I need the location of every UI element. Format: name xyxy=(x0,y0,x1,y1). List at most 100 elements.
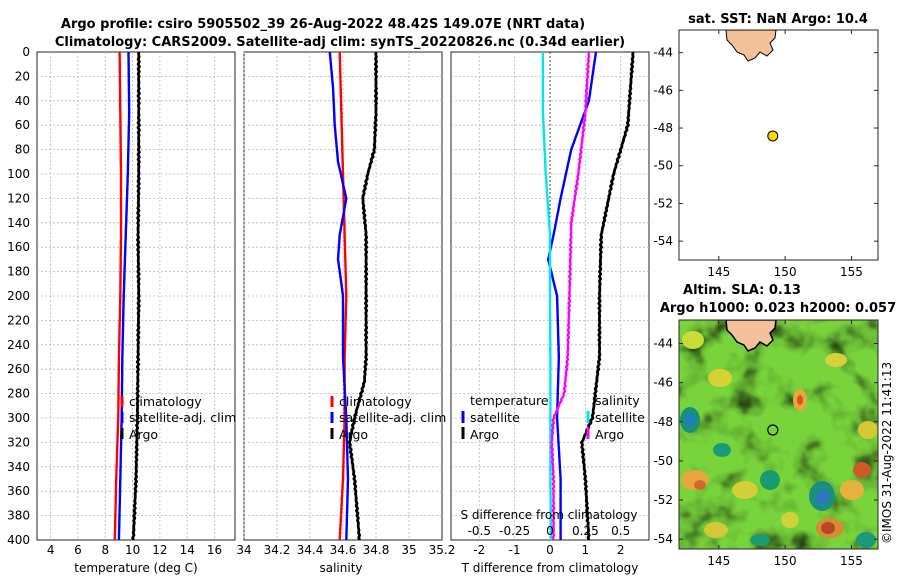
x-tick-label: -1 xyxy=(509,543,521,557)
secondary-x-tick-label: 0 xyxy=(546,524,554,538)
y-tick-label: 260 xyxy=(7,362,30,376)
sst-map-frame xyxy=(678,29,879,261)
temperature-xlabel: temperature (deg C) xyxy=(74,561,197,575)
x-tick-label: 35.2 xyxy=(429,543,456,557)
map-x-tick-label: 150 xyxy=(774,554,797,568)
x-tick-label: 14 xyxy=(180,543,195,557)
map-y-tick-label: -44 xyxy=(653,46,673,60)
series-line-argo xyxy=(131,52,141,540)
map-y-tick-label: -48 xyxy=(653,415,673,429)
header-title-line2: Climatology: CARS2009. Satellite-adj cli… xyxy=(55,35,625,50)
map-x-tick-label: 150 xyxy=(774,265,797,279)
series-line-climatology xyxy=(338,52,348,540)
x-tick-label: 34.4 xyxy=(297,543,324,557)
legend-title-temperature: temperature xyxy=(470,393,549,408)
y-tick-label: 380 xyxy=(7,509,30,523)
legend-label-s-argo: Argo xyxy=(595,427,624,442)
tasmania-land-sla xyxy=(725,320,777,352)
salinity-legend: climatology satellite-adj. clim Argo xyxy=(330,394,446,442)
series-line-s-satellite xyxy=(541,52,553,540)
series-line-t-satellite xyxy=(547,52,598,540)
series-line-satellite-adj-clim xyxy=(117,52,131,540)
legend-label-climatology: climatology xyxy=(339,394,412,409)
y-tick-label: 160 xyxy=(7,240,30,254)
temperature-legend: climatology satellite-adj. clim Argo xyxy=(120,394,236,442)
y-tick-label: 140 xyxy=(7,216,30,230)
map-y-tick-label: -46 xyxy=(653,83,673,97)
y-tick-label: 40 xyxy=(15,94,30,108)
sla-map-ticks: -44 -46 -48 -50 -52 -54 145 150 155 xyxy=(653,320,878,568)
legend-label-t-argo: Argo xyxy=(470,427,499,442)
series-line-t-argo xyxy=(580,52,635,540)
map-x-tick-label: 155 xyxy=(840,265,863,279)
y-tick-label: 220 xyxy=(7,313,30,327)
x-tick-label: 34.8 xyxy=(363,543,390,557)
sla-map-title-line2: Argo h1000: 0.023 h2000: 0.057 xyxy=(660,301,896,316)
map-y-tick-label: -54 xyxy=(653,532,673,546)
secondary-x-tick-label: 0.25 xyxy=(572,524,599,538)
map-x-tick-label: 155 xyxy=(840,554,863,568)
y-tick-label: 200 xyxy=(7,289,30,303)
sst-map-ticks: -44 -46 -48 -50 -52 -54 145 150 155 xyxy=(653,30,878,279)
series-line-argo xyxy=(347,52,379,540)
imos-timestamp: ©IMOS 31-Aug-2022 11:41:13 xyxy=(880,362,894,544)
map-y-tick-label: -52 xyxy=(653,196,673,210)
difference-series xyxy=(541,52,635,540)
y-tick-label: 0 xyxy=(22,45,30,59)
x-tick-label: 8 xyxy=(101,543,109,557)
legend-label-t-satellite: satellite xyxy=(470,410,520,425)
map-y-tick-label: -50 xyxy=(653,159,673,173)
sla-map-panel: Altim. SLA: 0.13 Argo h1000: 0.023 h2000… xyxy=(653,283,896,568)
map-x-tick-label: 145 xyxy=(707,265,730,279)
y-tick-label: 320 xyxy=(7,435,30,449)
y-tick-label: 80 xyxy=(15,143,30,157)
sst-map-title: sat. SST: NaN Argo: 10.4 xyxy=(688,12,868,27)
temperature-x-ticks: 4 6 8 10 12 14 16 xyxy=(47,543,222,557)
x-tick-label: 1 xyxy=(582,543,590,557)
sla-map-title-line1: Altim. SLA: 0.13 xyxy=(683,283,801,298)
legend-label-satellite-clim: satellite-adj. clim xyxy=(129,410,236,425)
map-y-tick-label: -52 xyxy=(653,493,673,507)
series-line-s-argo xyxy=(550,52,591,540)
sla-map-frame xyxy=(678,319,879,550)
y-tick-label: 120 xyxy=(7,191,30,205)
salinity-x-ticks: 34 34.2 34.4 34.6 34.8 35 35.2 xyxy=(236,543,455,557)
y-tick-label: 400 xyxy=(7,533,30,547)
secondary-x-tick-label: -0.25 xyxy=(499,524,530,538)
argo-float-marker-sla xyxy=(767,424,779,436)
x-tick-label: 16 xyxy=(207,543,222,557)
x-tick-label: 35 xyxy=(401,543,416,557)
y-tick-label: 60 xyxy=(15,118,30,132)
x-tick-label: 0 xyxy=(546,543,554,557)
y-tick-label: 20 xyxy=(15,69,30,83)
legend-label-s-satellite: satellite xyxy=(595,410,645,425)
y-tick-label: 240 xyxy=(7,338,30,352)
difference-legend: temperature satellite Argo salinity sate… xyxy=(461,393,645,442)
sst-map-panel: sat. SST: NaN Argo: 10.4 -44 -46 -48 -50 -52… xyxy=(653,12,879,279)
legend-label-argo: Argo xyxy=(129,427,158,442)
y-tick-label: 100 xyxy=(7,167,30,181)
salinity-series xyxy=(328,52,379,540)
map-y-tick-label: -44 xyxy=(653,336,673,350)
y-tick-label: 340 xyxy=(7,460,30,474)
difference-panel: -2 -1 0 1 2 T difference from climatology S … xyxy=(450,51,650,575)
temperature-grid xyxy=(37,52,235,540)
x-tick-label: 34.6 xyxy=(330,543,357,557)
y-tick-label: 280 xyxy=(7,387,30,401)
map-y-tick-label: -46 xyxy=(653,376,673,390)
legend-label-climatology: climatology xyxy=(129,394,202,409)
difference-x-ticks: -2 -1 0 1 2 xyxy=(473,543,624,557)
secondary-x-tick-label: -0.5 xyxy=(468,524,491,538)
sla-heatmap xyxy=(679,320,878,549)
x-tick-label: 6 xyxy=(74,543,82,557)
argo-float-marker-sst xyxy=(767,130,779,142)
map-y-tick-label: -48 xyxy=(653,121,673,135)
temperature-y-ticks: 0 20 40 60 80 100 120 140 160 180 200 220 240 260 280 3… xyxy=(7,45,30,547)
x-tick-label: 34.2 xyxy=(264,543,291,557)
header-title-line1: Argo profile: csiro 5905502_39 26-Aug-20… xyxy=(61,17,585,32)
temperature-series xyxy=(113,52,141,540)
map-x-tick-label: 145 xyxy=(707,554,730,568)
x-tick-label: 34 xyxy=(236,543,251,557)
x-tick-label: 10 xyxy=(125,543,140,557)
